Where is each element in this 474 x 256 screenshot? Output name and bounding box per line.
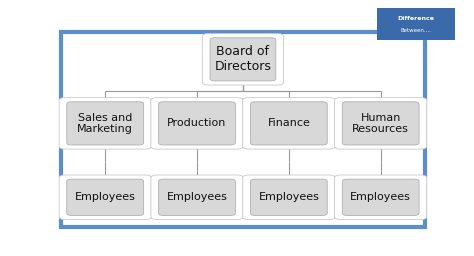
- FancyBboxPatch shape: [342, 179, 419, 215]
- Text: Production: Production: [167, 118, 227, 128]
- FancyBboxPatch shape: [250, 179, 327, 215]
- FancyBboxPatch shape: [202, 34, 283, 85]
- FancyBboxPatch shape: [67, 179, 144, 215]
- FancyBboxPatch shape: [59, 98, 151, 149]
- FancyBboxPatch shape: [159, 102, 236, 145]
- Text: Board of
Directors: Board of Directors: [215, 45, 271, 73]
- Text: Finance: Finance: [267, 118, 310, 128]
- Text: Sales and
Marketing: Sales and Marketing: [77, 113, 133, 134]
- Text: Employees: Employees: [75, 192, 136, 202]
- Text: Employees: Employees: [258, 192, 319, 202]
- FancyBboxPatch shape: [335, 98, 427, 149]
- FancyBboxPatch shape: [243, 98, 335, 149]
- FancyBboxPatch shape: [151, 98, 243, 149]
- FancyBboxPatch shape: [67, 102, 144, 145]
- Text: Between....: Between....: [401, 28, 431, 33]
- FancyBboxPatch shape: [61, 32, 425, 227]
- FancyBboxPatch shape: [342, 102, 419, 145]
- FancyBboxPatch shape: [371, 5, 461, 42]
- Text: Human
Resources: Human Resources: [352, 113, 409, 134]
- Text: Employees: Employees: [166, 192, 228, 202]
- FancyBboxPatch shape: [250, 102, 327, 145]
- FancyBboxPatch shape: [335, 175, 427, 220]
- Text: Difference: Difference: [397, 16, 435, 22]
- Text: Employees: Employees: [350, 192, 411, 202]
- FancyBboxPatch shape: [159, 179, 236, 215]
- FancyBboxPatch shape: [59, 175, 151, 220]
- FancyBboxPatch shape: [243, 175, 335, 220]
- FancyBboxPatch shape: [151, 175, 243, 220]
- FancyBboxPatch shape: [210, 38, 276, 81]
